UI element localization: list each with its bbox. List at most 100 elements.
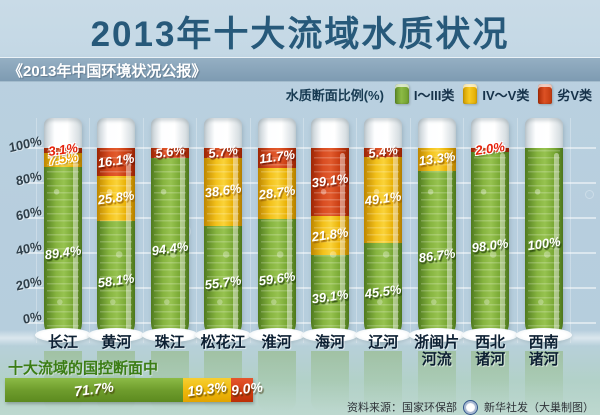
legend-title: 水质断面比例(%) — [285, 87, 384, 103]
tube-reflection — [471, 351, 510, 411]
glass-shine — [233, 153, 239, 334]
tube-base — [88, 328, 145, 342]
graduation-marks — [100, 150, 133, 340]
tube-base — [515, 328, 572, 342]
graduation-marks — [474, 150, 507, 340]
graduation-marks — [367, 150, 400, 340]
graduation-marks — [153, 150, 186, 340]
category-label: 浙闽片 河流 — [414, 334, 460, 368]
yellow-swatch-icon — [463, 84, 478, 104]
vertical-gridline — [249, 118, 251, 343]
page-title: 2013年十大流域水质状况 — [90, 15, 510, 54]
xinhua-logo-icon — [463, 399, 478, 415]
overall-segment-yellow: 19.3% — [182, 378, 231, 402]
tube-6: 45.5% 49.1% 5.4% — [364, 118, 403, 342]
legend-item-label: 劣V类 — [557, 87, 592, 103]
overall-segment-green: 71.7% — [5, 378, 183, 402]
tube-reflection — [364, 351, 403, 411]
vertical-gridline — [89, 118, 91, 343]
overall-value-label: 9.0% — [229, 378, 264, 399]
category-label: 淮河 — [261, 334, 292, 351]
tube-reflection — [417, 351, 456, 411]
tube-base — [195, 328, 252, 342]
legend-item-red: 劣V类 — [538, 84, 592, 104]
vertical-gridline — [516, 118, 518, 343]
overall-bar-label: 十大流域的国控断面中 — [8, 360, 159, 377]
graduation-marks — [420, 150, 453, 340]
red-swatch-icon — [538, 84, 553, 104]
tube-base — [302, 328, 358, 342]
glass-shine — [393, 153, 399, 334]
tube-9: 100% — [524, 118, 563, 342]
segment-red — [471, 148, 510, 152]
vertical-gridline — [463, 118, 465, 343]
legend-item-green: I～III类 — [394, 84, 455, 104]
segment-yellow — [204, 157, 243, 226]
vertical-gridline — [356, 118, 358, 343]
segment-green — [524, 148, 563, 342]
tube-0: 89.4% 7.5% 3.1% — [44, 118, 82, 342]
glass-shine — [500, 153, 506, 334]
tube-base — [462, 328, 519, 342]
category-label: 松花江 — [200, 334, 246, 351]
green-swatch-icon — [394, 84, 409, 104]
legend-item-label: I～III类 — [413, 87, 455, 103]
segment-red — [257, 148, 296, 169]
category-label: 长江 — [47, 334, 78, 351]
tube-reflection — [524, 351, 563, 411]
segment-green — [311, 254, 349, 342]
category-label: 西北 诸河 — [475, 334, 506, 368]
tube-base — [408, 328, 465, 342]
segment-green — [97, 221, 136, 342]
glass-shine — [340, 153, 345, 334]
category-label: 海河 — [314, 334, 345, 351]
segment-green — [364, 243, 403, 342]
graduation-marks — [314, 150, 346, 340]
tube-base — [355, 328, 412, 342]
tube-reflection — [311, 351, 349, 411]
glass-shine — [553, 153, 559, 334]
category-label: 黄河 — [101, 334, 132, 351]
graduation-marks — [47, 150, 79, 340]
source-text: 资料来源：国家环保部 — [347, 402, 457, 414]
subtitle-strip — [0, 57, 600, 82]
segment-yellow — [257, 168, 296, 219]
glass-shine — [126, 153, 132, 334]
tube-3: 55.7% 38.6% 5.7% — [204, 118, 243, 342]
segment-red — [97, 148, 136, 177]
segment-red — [150, 148, 189, 158]
graduation-marks — [207, 150, 240, 340]
glass-shine — [286, 153, 292, 334]
tube-base — [35, 328, 91, 342]
vertical-gridline — [36, 118, 37, 343]
tube-base — [248, 328, 305, 342]
vertical-gridline — [303, 118, 304, 343]
segment-green — [150, 157, 189, 342]
tube-7: 86.7% 13.3% — [417, 118, 456, 342]
segment-green — [257, 218, 296, 342]
graduation-marks — [260, 150, 293, 340]
overall-value-label: 19.3% — [186, 378, 228, 400]
legend-item-label: IV～V类 — [482, 87, 530, 103]
vertical-gridline — [142, 118, 144, 343]
overall-segment-red: 9.0% — [229, 378, 264, 402]
segment-red — [44, 148, 82, 154]
glass-shine — [446, 153, 452, 334]
legend: 水质断面比例(%) I～III类 IV～V类 劣V类 — [286, 84, 592, 104]
tube-base — [141, 328, 198, 342]
category-label: 辽河 — [368, 334, 399, 351]
vertical-gridline — [570, 118, 571, 343]
tube-reflection — [257, 351, 296, 411]
credit-text: 新华社发（大巢制图） — [484, 402, 594, 414]
category-label: 珠江 — [154, 334, 185, 351]
bubble-decoration — [585, 190, 594, 199]
category-label: 西南 诸河 — [528, 334, 559, 368]
vertical-gridline — [196, 118, 198, 343]
segment-green — [471, 151, 510, 342]
segment-green — [204, 225, 243, 342]
glass-shine — [73, 153, 78, 334]
tube-5: 39.1% 21.8% 39.1% — [311, 118, 349, 342]
segment-yellow — [311, 216, 349, 255]
overall-stacked-bar: 71.7% 19.3% 9.0% — [5, 378, 264, 402]
